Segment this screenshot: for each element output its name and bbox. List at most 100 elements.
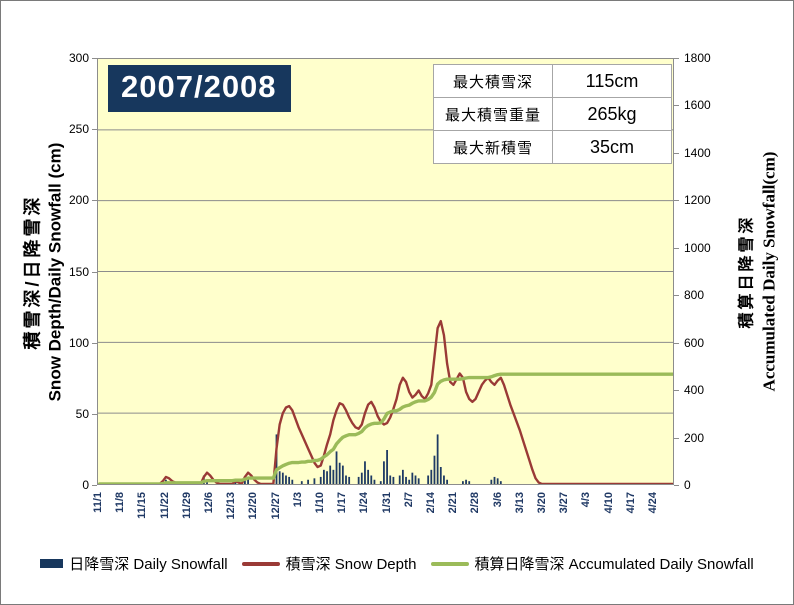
daily-snowfall-bar [313,478,316,484]
y-right-tick-mark [674,58,679,59]
daily-snowfall-bar [417,478,420,484]
daily-snowfall-bar [468,481,471,484]
daily-snowfall-bar [364,461,366,484]
y-left-tick-label: 200 [68,193,89,208]
y-left-tick-label: 50 [75,406,89,421]
y-right-tick-label: 1800 [684,51,711,65]
daily-snowfall-bar [247,476,249,484]
daily-snowfall-bar [357,476,360,484]
left-axis-title-jp: 積雪深/日降雪深 [22,194,42,350]
daily-snowfall-bar [383,461,385,484]
stats-value: 265kg [552,97,672,131]
y-right-tick-mark [674,342,679,344]
stats-label: 最大積雪深 [433,64,553,98]
x-tick-label: 11/8 [114,492,127,513]
y-left-tick-mark [92,200,97,202]
legend-item: 日降雪深 Daily Snowfall [40,553,228,574]
y-right-tick-mark [674,295,679,297]
daily-snowfall-bar [430,469,433,484]
daily-snowfall-bar [389,475,392,484]
y-right-tick-label: 1000 [684,240,711,255]
daily-snowfall-bar [373,479,376,484]
y-right-tick-mark [674,247,679,249]
x-tick-label: 12/20 [247,492,260,520]
y-left-tick-mark [92,58,97,59]
daily-snowfall-bar [326,471,328,484]
stats-label: 最大積雪重量 [433,97,553,131]
daily-snowfall-bar [496,478,499,484]
daily-snowfall-bar [341,465,344,484]
accumulated-snowfall-line [98,372,673,484]
y-right-tick-mark [674,105,679,107]
legend-item: 積算日降雪深 Accumulated Daily Snowfall [430,553,754,574]
daily-snowfall-bar [319,476,322,484]
daily-snowfall-bar [278,471,281,484]
y-left-tick-label: 250 [68,122,89,137]
daily-snowfall-bar [345,475,347,484]
right-axis-title-en: Accumulated Daily Snowfall(cm) [759,151,779,392]
x-tick-label: 4/17 [624,492,637,514]
legend-bar-swatch-icon [40,559,64,568]
season-title: 2007/2008 [108,65,291,112]
snow-depth-line [98,319,673,484]
daily-snowfall-bar [332,469,335,484]
daily-snowfall-bar [401,469,404,484]
x-tick-label: 2/21 [447,492,460,514]
y-right-tick-mark [674,437,679,439]
daily-snowfall-bar [322,469,325,484]
stats-value: 35cm [552,130,672,164]
daily-snowfall-bar [436,434,439,484]
daily-snowfall-bar [379,481,382,484]
stats-row: 最大新積雪 35cm [433,130,672,164]
daily-snowfall-bar [300,481,303,484]
x-tick-label: 2/28 [469,492,482,514]
daily-snowfall-bar [414,475,417,484]
y-left-tick-mark [92,129,97,131]
y-right-tick-label: 800 [684,288,705,303]
y-left-tick-mark [92,342,97,344]
daily-snowfall-bar [291,479,294,484]
y-right-tick-mark [674,390,679,392]
x-tick-label: 11/29 [180,492,193,519]
x-tick-label: 11/15 [136,492,149,519]
y-left-tick-label: 150 [68,264,89,279]
y-right-tick-label: 600 [684,335,705,350]
x-tick-label: 1/3 [291,492,304,508]
y-right-tick-label: 1400 [684,145,711,160]
legend-line-swatch-icon [241,561,280,566]
x-tick-label: 3/13 [513,492,526,514]
daily-snowfall-bar [392,476,395,484]
x-tick-label: 11/1 [92,492,105,513]
daily-snowfall-bar [462,481,464,484]
x-tick-label: 12/27 [269,492,282,520]
daily-snowfall-bar [443,475,445,484]
daily-snowfall-bar [370,475,373,484]
legend-item: 積雪深 Snow Depth [241,553,417,574]
combo-chart-canvas [98,129,673,484]
daily-snowfall-bar [338,462,341,484]
daily-snowfall-bar [285,475,287,484]
x-tick-label: 12/13 [225,492,238,520]
daily-snowfall-bar [288,476,291,484]
daily-snowfall-bar [244,478,246,484]
legend-label: 積雪深 Snow Depth [285,556,417,573]
x-tick-label: 11/22 [158,492,171,519]
x-tick-label: 1/17 [336,492,349,514]
y-right-tick-mark [674,485,679,486]
x-tick-label: 3/6 [491,492,504,508]
y-left-tick-mark [92,413,97,415]
stats-row: 最大積雪重量 265kg [433,97,672,131]
x-tick-label: 3/27 [558,492,571,514]
x-tick-label: 2/7 [402,492,415,508]
x-tick-label: 1/31 [380,492,393,514]
y-right-tick-mark [674,152,679,154]
x-tick-label: 3/20 [535,492,548,514]
x-tick-label: 2/14 [424,492,437,514]
daily-snowfall-bar [446,479,449,484]
daily-snowfall-bar [465,479,467,484]
stats-value: 115cm [552,64,672,98]
legend-label: 積算日降雪深 Accumulated Daily Snowfall [474,556,754,573]
x-tick-label: 4/24 [646,492,659,514]
daily-snowfall-bar [411,472,414,484]
